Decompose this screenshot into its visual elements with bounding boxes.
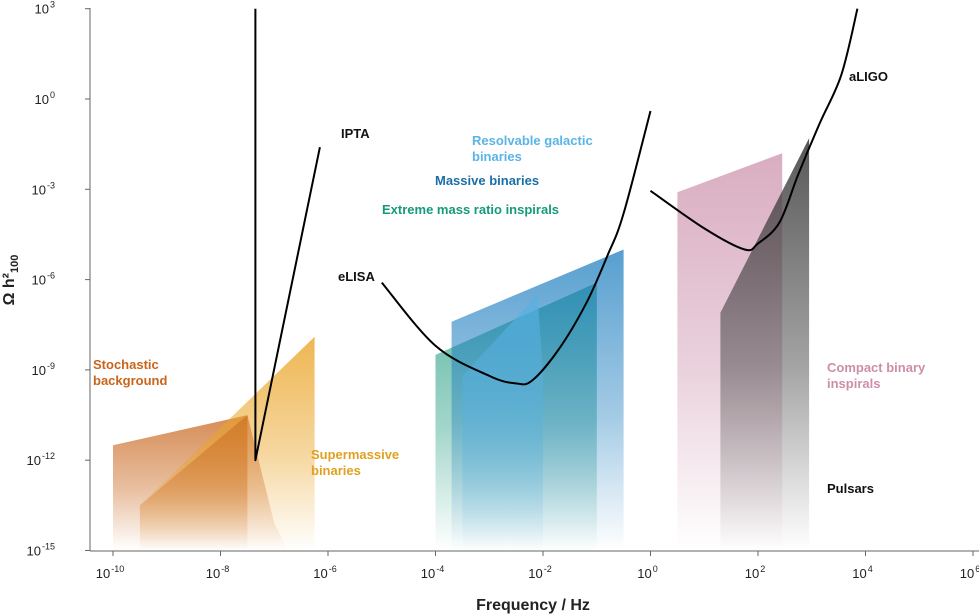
stochastic-label-line: Stochastic [93, 357, 159, 372]
y-tick-label: 100 [35, 90, 55, 107]
y-tick-label: 10-9 [32, 361, 55, 378]
x-tick-base: 10 [96, 566, 110, 581]
supermassive-label-line: Supermassive [311, 447, 399, 462]
aligo-label-line: aLIGO [849, 69, 888, 84]
x-tick-exp: -10 [111, 564, 124, 574]
x-tick-label: 102 [745, 564, 765, 581]
y-axis-label-base: Ω h² [1, 273, 18, 305]
y-tick-base: 10 [35, 2, 49, 17]
y-tick-label: 10-12 [27, 451, 55, 468]
x-axis-label: Frequency / Hz [476, 597, 590, 614]
x-tick-base: 10 [960, 566, 974, 581]
resolvable-label: Resolvable galactic binaries [472, 133, 593, 164]
region-stochastic-overlap [139, 415, 288, 551]
elisa-label-line: eLISA [338, 269, 375, 284]
y-tick-exp: -15 [42, 542, 55, 552]
x-tick-base: 10 [313, 566, 327, 581]
compact-label-line: Compact binary [827, 360, 926, 375]
y-tick-base: 10 [35, 92, 49, 107]
x-tick-label: 106 [960, 564, 979, 581]
y-tick-base: 10 [27, 453, 41, 468]
x-tick-exp: -8 [221, 564, 229, 574]
compact-label-line: inspirals [827, 376, 880, 391]
y-tick-exp: -12 [42, 451, 55, 461]
y-tick-exp: -6 [47, 271, 55, 281]
x-tick-label: 104 [852, 564, 872, 581]
aligo-label: aLIGO [849, 69, 888, 84]
x-tick-base: 10 [852, 566, 866, 581]
supermassive-label-line: binaries [311, 463, 361, 478]
curve-ipta [254, 8, 321, 462]
massive-label: Massive binaries [435, 173, 539, 188]
y-tick-label: 10-6 [32, 271, 55, 288]
y-tick-base: 10 [32, 273, 46, 288]
x-tick-label: 10-10 [96, 564, 124, 581]
x-tick-base: 10 [637, 566, 651, 581]
emri-label: Extreme mass ratio inspirals [382, 202, 559, 217]
resolvable-label-line: binaries [472, 149, 522, 164]
stochastic-label: Stochastic background [93, 357, 167, 388]
elisa-label: eLISA [338, 269, 375, 284]
x-tick-base: 10 [421, 566, 435, 581]
resolvable-label-line: Resolvable galactic [472, 133, 593, 148]
x-tick-exp: 4 [868, 564, 873, 574]
supermassive-label: Supermassive binaries [311, 447, 399, 478]
pulsars-label-line: Pulsars [827, 481, 874, 496]
stochastic-label-line: background [93, 373, 167, 388]
x-tick-exp: 2 [760, 564, 765, 574]
y-tick-base: 10 [32, 363, 46, 378]
y-tick-label: 10-3 [32, 180, 55, 197]
region-resolvable [462, 294, 543, 551]
y-tick-base: 10 [27, 544, 41, 559]
x-tick-base: 10 [528, 566, 542, 581]
x-tick-label: 10-2 [528, 564, 551, 581]
x-tick-base: 10 [206, 566, 220, 581]
ipta-label-line: IPTA [341, 126, 370, 141]
x-tick-exp: -6 [329, 564, 337, 574]
ticks-layer: 10-10 10-8 10-6 10-4 10-2 100 102 104 1061031001… [27, 0, 979, 581]
series-layer [254, 8, 859, 462]
y-tick-base: 10 [32, 182, 46, 197]
pulsars-label: Pulsars [827, 481, 874, 496]
emri-label-line: Extreme mass ratio inspirals [382, 202, 559, 217]
region-pulsars [720, 138, 810, 551]
x-tick-exp: 6 [975, 564, 979, 574]
y-axis-label: Ω h²100 [1, 255, 21, 306]
y-axis-label-sub: 100 [9, 255, 21, 273]
x-tick-label: 10-8 [206, 564, 229, 581]
x-tick-base: 10 [745, 566, 759, 581]
y-tick-label: 103 [35, 0, 55, 17]
y-tick-exp: -3 [47, 180, 55, 190]
y-tick-exp: 3 [50, 0, 55, 10]
x-tick-exp: -2 [544, 564, 552, 574]
y-tick-label: 10-15 [27, 542, 55, 559]
massive-label-line: Massive binaries [435, 173, 539, 188]
ipta-label: IPTA [341, 126, 370, 141]
curve-elisa [381, 110, 652, 386]
y-tick-exp: -9 [47, 361, 55, 371]
x-tick-exp: -4 [436, 564, 444, 574]
x-tick-label: 10-6 [313, 564, 336, 581]
x-tick-label: 100 [637, 564, 657, 581]
curve-aligo [649, 8, 859, 252]
x-tick-label: 10-4 [421, 564, 444, 581]
y-tick-exp: 0 [50, 90, 55, 100]
x-tick-exp: 0 [653, 564, 658, 574]
regions-layer [113, 138, 810, 551]
compact-label: Compact binary inspirals [827, 360, 926, 391]
